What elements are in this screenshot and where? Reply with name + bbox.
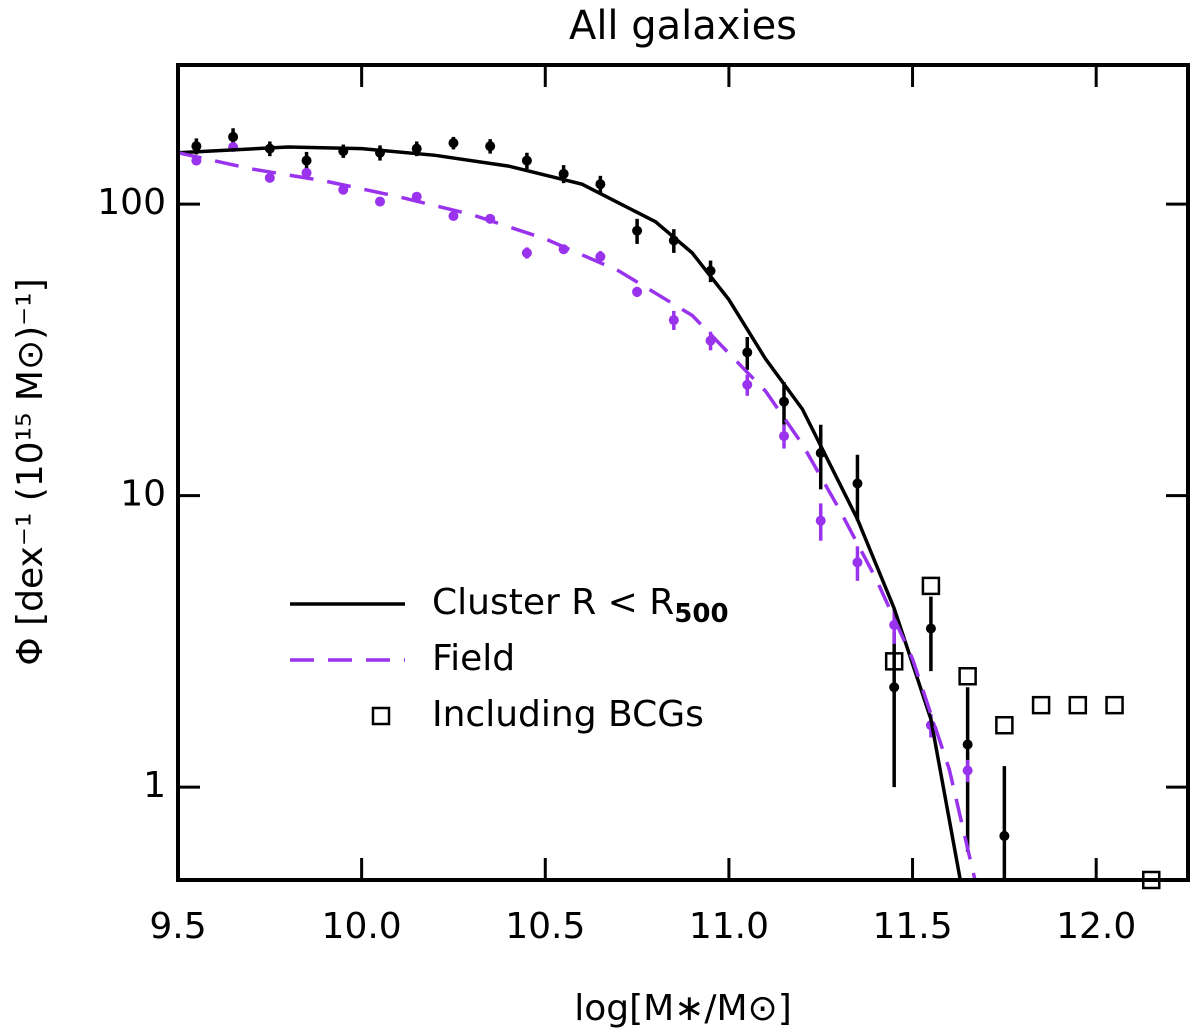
data-point <box>558 168 569 179</box>
model-curve <box>178 145 963 880</box>
bcg-marker <box>1105 695 1124 715</box>
data-point <box>889 682 900 693</box>
legend-label: Including BCGs <box>432 694 704 735</box>
legend-text: Including BCGs <box>432 694 704 735</box>
data-point <box>962 739 973 750</box>
y-tick-label: 1 <box>143 765 166 806</box>
data-point <box>448 138 459 149</box>
data-point <box>815 515 826 526</box>
x-axis-label: log[M∗/M⊙] <box>574 988 792 1029</box>
data-point <box>485 141 496 152</box>
x-tick-label: 10.5 <box>505 906 585 947</box>
bcg-marker <box>921 576 941 596</box>
data-point <box>999 830 1010 841</box>
y-tick-label: 100 <box>97 182 166 223</box>
data-point <box>191 141 202 152</box>
plot-area <box>178 128 1010 880</box>
data-point <box>852 557 863 568</box>
data-point <box>742 347 753 358</box>
data-point <box>411 143 422 154</box>
legend-label: Field <box>432 638 515 679</box>
bcg-marker <box>1068 695 1088 715</box>
bcg-marker <box>995 715 1014 735</box>
data-point <box>595 179 606 190</box>
data-point <box>301 167 312 178</box>
legend-label: Cluster R < R500 <box>432 582 729 629</box>
data-point <box>632 225 643 236</box>
data-point <box>521 155 532 166</box>
data-point <box>301 155 312 166</box>
data-point <box>779 431 789 442</box>
y-tick-label: 10 <box>120 474 166 515</box>
legend-text: Field <box>432 638 515 679</box>
model-curve <box>178 151 977 880</box>
x-tick-label: 11.5 <box>872 906 952 947</box>
chart-title: All galaxies <box>569 3 797 49</box>
bcg-marker <box>884 652 904 671</box>
data-point <box>448 211 459 222</box>
data-point <box>264 172 275 183</box>
data-point <box>228 131 239 142</box>
data-point <box>852 478 863 489</box>
plot-frame <box>176 63 1190 882</box>
y-axis-label: Φ [dex⁻¹ (10¹⁵ M⊙)⁻¹] <box>10 278 51 665</box>
data-point <box>779 396 789 407</box>
data-point <box>668 315 679 326</box>
x-tick-label: 9.5 <box>149 906 206 947</box>
data-point <box>375 196 385 207</box>
data-point <box>925 623 936 634</box>
x-tick-label: 10.0 <box>322 906 402 947</box>
bcg-marker <box>1031 695 1051 715</box>
data-point <box>962 765 973 776</box>
legend-text: Cluster R < R <box>432 582 674 623</box>
data-point <box>632 286 643 297</box>
data-point <box>521 247 532 258</box>
data-point <box>595 251 606 262</box>
data-point <box>742 379 753 390</box>
x-tick-label: 11.0 <box>689 906 769 947</box>
bcg-marker <box>1142 870 1161 890</box>
legend-marker <box>371 706 391 726</box>
legend-subscript: 500 <box>674 599 728 629</box>
bcg-marker <box>958 667 977 686</box>
x-tick-label: 12.0 <box>1056 906 1136 947</box>
